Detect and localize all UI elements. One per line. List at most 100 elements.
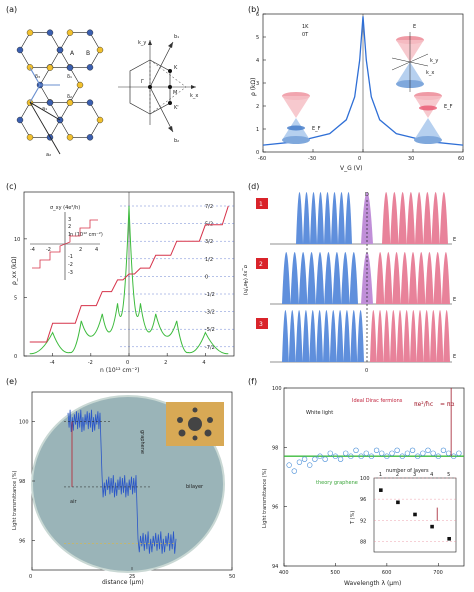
electron-peak xyxy=(431,192,440,244)
data-point xyxy=(415,453,421,459)
row-number-3: 3 xyxy=(259,321,263,328)
hole-peak xyxy=(317,192,324,244)
atom-B xyxy=(66,64,74,71)
c-right-label: σ_xy (4e²/h) xyxy=(242,265,248,295)
inset-ytick-4: -1 xyxy=(68,254,73,260)
electron-peak xyxy=(430,310,437,362)
data-point xyxy=(301,456,308,462)
legend-ideal: Ideal Dirac fermions xyxy=(352,398,403,404)
label-delta2: δ₂ xyxy=(67,94,72,100)
label-b2: b₂ xyxy=(174,138,179,144)
hole-peak xyxy=(288,310,296,362)
cone-E-label: E xyxy=(413,24,416,30)
label-B: B xyxy=(86,50,90,57)
c-ylabel: ρ_xx (kΩ) xyxy=(11,256,18,285)
b-xtick-label: -60 xyxy=(258,156,266,162)
data-point xyxy=(332,453,339,459)
data-point xyxy=(337,456,344,462)
electron-peak xyxy=(439,192,448,244)
data-point xyxy=(348,453,354,459)
label-gamma: Γ xyxy=(141,79,144,85)
e-ylabel: Light transmittance (%) xyxy=(12,471,18,530)
hole-peak xyxy=(310,192,317,244)
c-xtick-label: -4 xyxy=(50,360,55,366)
rho-xx-curve xyxy=(29,206,229,355)
label-K: K xyxy=(174,65,178,71)
axes-f: 400 500 600 700 94 96 98 100 xyxy=(272,386,443,576)
field-annotation: 0T xyxy=(302,32,309,38)
nn-vector-2 xyxy=(29,84,41,103)
data-point xyxy=(373,447,380,453)
electron-peak xyxy=(416,310,424,362)
hole-peak xyxy=(324,252,333,304)
b-ylabel: ρ (kΩ) xyxy=(250,78,257,96)
atom-B xyxy=(56,46,64,54)
inset-xtick-3: 2 xyxy=(79,247,82,253)
hole-peak xyxy=(329,310,337,362)
electron-peak xyxy=(376,310,384,362)
electron-peak xyxy=(398,192,407,244)
hole-peak xyxy=(331,192,338,244)
hole-peak xyxy=(357,310,364,362)
aperture-inset xyxy=(166,402,224,446)
f-ytick-label: 98 xyxy=(272,445,278,451)
data-point xyxy=(420,450,426,456)
inset-xtick-label: 5 xyxy=(447,472,450,478)
label-b1: b₁ xyxy=(174,34,179,40)
data-point xyxy=(327,450,333,456)
electron-peak xyxy=(392,252,401,304)
b-ytick-label: 6 xyxy=(256,12,259,18)
c-xtick-label: 4 xyxy=(202,360,205,366)
b-xtick-label: 60 xyxy=(458,156,464,162)
c-xtick-label: 2 xyxy=(164,360,167,366)
inset-ytick-3: 1 xyxy=(68,232,71,238)
e-reference-lines xyxy=(64,421,176,544)
b-xlabel: V_G (V) xyxy=(340,165,362,172)
dirac-cone-left xyxy=(282,92,310,144)
cone-kx-label: k_x xyxy=(426,70,434,76)
label-a1: a₁ xyxy=(42,106,47,112)
electron-peak xyxy=(400,252,409,304)
inset-xtick-label: 4 xyxy=(430,472,433,478)
c-right-tick-label: -5/2 xyxy=(205,327,215,333)
c-xtick-label: 0 xyxy=(126,360,129,366)
e-xtick-label: 50 xyxy=(229,574,235,580)
data-point xyxy=(286,462,292,468)
plot-frame-f xyxy=(283,387,465,567)
formula-rhs: = πα xyxy=(440,401,455,408)
electron-peak xyxy=(425,252,434,304)
region-graphene: graphene xyxy=(139,430,145,454)
hole-peak xyxy=(298,252,308,304)
row-badge-1 xyxy=(256,198,268,209)
panel-label-f: (f) xyxy=(248,377,257,386)
transmittance-trace xyxy=(67,409,177,554)
inset-point xyxy=(379,488,383,492)
electron-peak xyxy=(423,310,430,362)
data-point xyxy=(343,450,349,456)
electron-peak xyxy=(370,310,377,362)
electron-peak xyxy=(408,252,418,304)
c-ytick-label: 10 xyxy=(14,237,20,243)
hole-peak xyxy=(349,252,358,304)
data-point xyxy=(399,453,405,459)
data-point xyxy=(409,447,416,453)
inset-c xyxy=(30,212,100,280)
hole-peak xyxy=(336,310,344,362)
landau-level-rows xyxy=(270,192,452,363)
b-ytick-label: 4 xyxy=(256,58,259,64)
atom-A xyxy=(66,99,74,106)
hole-peak xyxy=(323,310,330,362)
c-xlabel: n (10¹² cm⁻²) xyxy=(100,367,139,374)
atom-B xyxy=(16,46,24,54)
inset-ytick-5: -2 xyxy=(68,262,73,268)
hole-peak xyxy=(341,252,350,304)
hole-peak xyxy=(290,252,299,304)
row-badge-2 xyxy=(256,258,268,269)
hole-peak xyxy=(296,192,303,244)
data-point xyxy=(358,453,364,459)
hole-peak xyxy=(295,310,303,362)
inset-point xyxy=(413,512,417,517)
data-point xyxy=(353,447,359,453)
data-point xyxy=(435,453,441,459)
hole-peak xyxy=(324,192,331,244)
